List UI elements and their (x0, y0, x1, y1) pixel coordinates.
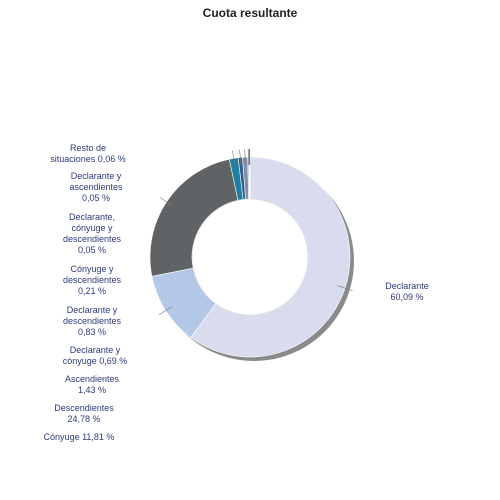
label-conyuge: Cónyuge 11,81 % (43, 432, 115, 442)
label-declarante-y-conyuge: Declarante y cónyuge 0,69 % (62, 345, 128, 366)
leader-line-declarante-y-conyuge (239, 149, 242, 166)
label-declarante-y-descendientes: Declarante y descendientes 0,83 % (62, 305, 122, 337)
label-conyuge-y-descendientes: Cónyuge y descendientes 0,21 % (62, 264, 122, 296)
leader-line-descendientes (159, 197, 174, 207)
label-declarante-conyuge-y-descendientes: Declarante, cónyuge y descendientes 0,05… (62, 212, 122, 255)
label-declarante-y-ascendientes: Declarante y ascendientes 0,05 % (69, 171, 123, 203)
label-declarante: Declarante 60,09 % (385, 281, 429, 302)
label-ascendientes: Ascendientes 1,43 % (64, 374, 120, 395)
leader-line-declarante-y-descendientes (244, 149, 246, 166)
donut-hole (191, 198, 309, 316)
leader-line-ascendientes (232, 150, 236, 167)
chart-title: Cuota resultante (202, 6, 298, 20)
label-descendientes: Descendientes 24,78 % (54, 403, 114, 424)
label-resto-de-situaciones: Resto de situaciones 0,06 % (50, 143, 126, 164)
leader-line-conyuge (158, 306, 173, 316)
leader-line-declarante (337, 285, 353, 291)
